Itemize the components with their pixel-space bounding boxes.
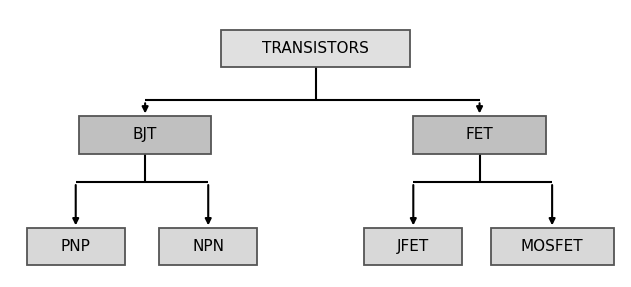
Text: JFET: JFET	[397, 239, 430, 254]
Text: MOSFET: MOSFET	[521, 239, 584, 254]
Text: NPN: NPN	[192, 239, 224, 254]
FancyBboxPatch shape	[79, 116, 211, 154]
Text: PNP: PNP	[61, 239, 91, 254]
Text: TRANSISTORS: TRANSISTORS	[262, 41, 369, 56]
Text: BJT: BJT	[133, 127, 157, 142]
FancyBboxPatch shape	[221, 30, 410, 67]
FancyBboxPatch shape	[365, 228, 462, 265]
FancyBboxPatch shape	[491, 228, 613, 265]
FancyBboxPatch shape	[160, 228, 257, 265]
FancyBboxPatch shape	[27, 228, 125, 265]
Text: FET: FET	[466, 127, 493, 142]
FancyBboxPatch shape	[413, 116, 546, 154]
